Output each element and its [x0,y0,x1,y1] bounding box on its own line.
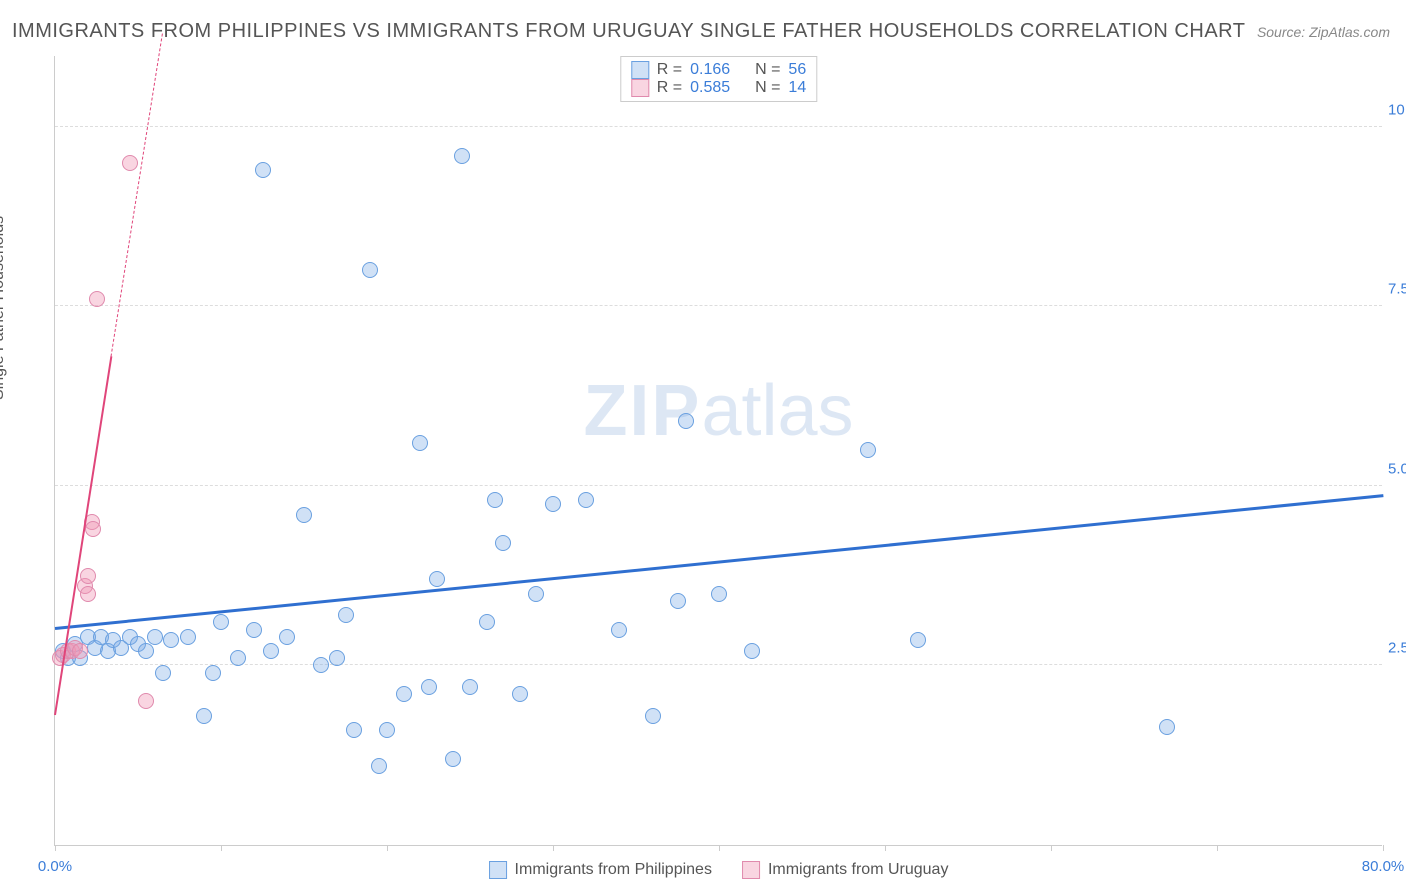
watermark-rest: atlas [701,371,853,451]
x-tick [1051,845,1052,851]
gridline [55,664,1382,665]
legend-label-philippines: Immigrants from Philippines [515,861,712,879]
legend-N-value-ur: 14 [788,79,806,97]
data-point-uruguay [138,693,154,709]
y-tick-label: 10.0% [1388,101,1406,118]
data-point-philippines [678,413,694,429]
data-point-philippines [246,622,262,638]
data-point-philippines [645,708,661,724]
data-point-philippines [180,629,196,645]
data-point-philippines [147,629,163,645]
source-attribution: Source: ZipAtlas.com [1257,24,1390,40]
data-point-philippines [454,148,470,164]
x-tick [55,845,56,851]
x-tick-label: 80.0% [1362,858,1405,875]
legend-R-value-ur: 0.585 [690,79,730,97]
y-tick-label: 5.0% [1388,460,1406,477]
gridline [55,305,1382,306]
data-point-philippines [545,496,561,512]
legend-R-label: R = [657,61,682,79]
data-point-philippines [296,507,312,523]
data-point-philippines [528,586,544,602]
data-point-philippines [412,435,428,451]
legend-R-value-ph: 0.166 [690,61,730,79]
chart-title: IMMIGRANTS FROM PHILIPPINES VS IMMIGRANT… [12,20,1245,43]
data-point-philippines [910,632,926,648]
data-point-philippines [263,643,279,659]
legend-N-label: N = [755,61,780,79]
data-point-philippines [1159,719,1175,735]
x-tick [1217,845,1218,851]
legend-N-value-ph: 56 [788,61,806,79]
trend-line [55,494,1383,630]
data-point-philippines [155,665,171,681]
data-point-philippines [479,614,495,630]
data-point-uruguay [72,643,88,659]
data-point-philippines [346,722,362,738]
gridline [55,485,1382,486]
data-point-philippines [338,607,354,623]
swatch-uruguay [631,79,649,97]
data-point-philippines [371,758,387,774]
data-point-philippines [421,679,437,695]
data-point-philippines [445,751,461,767]
watermark-bold: ZIP [583,371,701,451]
data-point-philippines [163,632,179,648]
data-point-philippines [495,535,511,551]
x-tick [387,845,388,851]
data-point-uruguay [80,586,96,602]
swatch-philippines [631,61,649,79]
y-tick-label: 7.5% [1388,281,1406,298]
x-tick [719,845,720,851]
data-point-philippines [213,614,229,630]
x-tick-label: 0.0% [38,858,72,875]
gridline [55,126,1382,127]
x-tick [221,845,222,851]
data-point-philippines [230,650,246,666]
data-point-philippines [255,162,271,178]
swatch-uruguay [742,861,760,879]
data-point-philippines [611,622,627,638]
data-point-philippines [512,686,528,702]
data-point-philippines [279,629,295,645]
legend-stats: R = 0.166 N = 56 R = 0.585 N = 14 [620,56,817,102]
data-point-uruguay [122,155,138,171]
legend-series: Immigrants from Philippines Immigrants f… [489,861,949,879]
y-axis-label: Single Father Households [0,216,8,400]
chart-plot-area: ZIPatlas R = 0.166 N = 56 R = 0.585 N = … [54,56,1382,846]
data-point-philippines [205,665,221,681]
legend-stats-row: R = 0.585 N = 14 [631,79,806,97]
data-point-philippines [362,262,378,278]
legend-R-label: R = [657,79,682,97]
trend-line [111,33,163,356]
data-point-philippines [670,593,686,609]
legend-stats-row: R = 0.166 N = 56 [631,61,806,79]
swatch-philippines [489,861,507,879]
legend-item-philippines: Immigrants from Philippines [489,861,712,879]
x-tick [885,845,886,851]
data-point-philippines [313,657,329,673]
data-point-uruguay [80,568,96,584]
legend-N-label: N = [755,79,780,97]
legend-item-uruguay: Immigrants from Uruguay [742,861,949,879]
x-tick [1383,845,1384,851]
x-tick [553,845,554,851]
data-point-uruguay [85,521,101,537]
data-point-philippines [329,650,345,666]
data-point-philippines [711,586,727,602]
data-point-philippines [379,722,395,738]
data-point-philippines [396,686,412,702]
data-point-philippines [196,708,212,724]
data-point-philippines [578,492,594,508]
data-point-philippines [138,643,154,659]
y-tick-label: 2.5% [1388,640,1406,657]
data-point-philippines [429,571,445,587]
data-point-philippines [462,679,478,695]
data-point-uruguay [89,291,105,307]
data-point-philippines [860,442,876,458]
legend-label-uruguay: Immigrants from Uruguay [768,861,949,879]
data-point-philippines [744,643,760,659]
data-point-philippines [487,492,503,508]
watermark: ZIPatlas [583,370,853,452]
